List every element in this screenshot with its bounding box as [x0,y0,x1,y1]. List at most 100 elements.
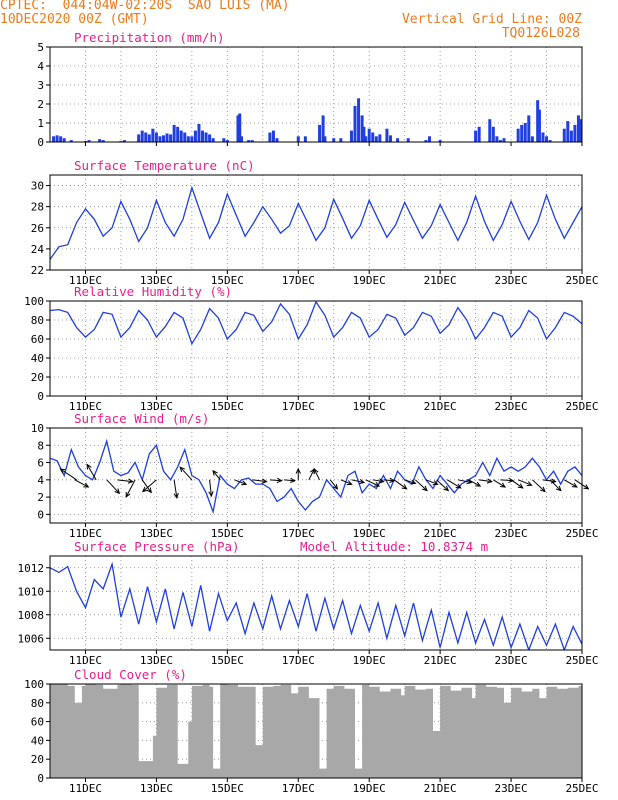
wind-arrow-head [332,483,339,490]
wind-arrow-head [212,469,218,476]
x-tick-label: 15DEC [211,527,244,540]
precip-bar [158,136,162,142]
precip-bar [349,130,353,142]
precip-bar [144,132,148,142]
wind-arrow [141,479,152,493]
precip-bar [491,126,495,142]
y-tick-label: 28 [31,201,44,214]
x-tick-label: 17DEC [282,527,315,540]
precip-bar [154,132,158,142]
precip-panel: 0 1 2 3 4 5 Precipitation (mm/h) [37,30,583,149]
wind-arrow [493,479,506,488]
wind-arrow [479,479,492,483]
x-tick-label: 21DEC [424,274,457,287]
wind-arrow [383,479,395,482]
wind-arrow [468,479,481,487]
wind-arrow [510,479,524,489]
x-tick-label: 19DEC [353,400,386,413]
y-tick-label: 2 [37,98,44,111]
cloud-panel: 0 20 40 60 80 100 11DEC 13DEC 15DEC 17DEC 19DEC 21D… [24,667,598,795]
wind-arrow-head [142,486,148,493]
precip-bar [236,115,240,142]
x-tick-label: 17DEC [282,782,315,795]
precip-bar [201,130,205,142]
precip-bar [545,136,549,142]
pres-subtitle: Model Altitude: 10.8374 m [300,539,488,554]
wind-arrow-head [146,487,152,494]
wind-arrow [117,479,133,483]
precip-bar [208,134,212,142]
wind-arrow [365,479,380,487]
precip-bar [186,136,190,142]
x-tick-label: 13DEC [140,654,173,667]
wind-arrow [60,468,77,481]
precip-bar [296,136,300,142]
wind-arrow-head [422,485,428,492]
wind-arrow [125,479,136,498]
y-tick-label: 20 [31,371,44,384]
model-code: TQ0126L028 [501,26,580,41]
wind-arrow [234,479,247,485]
wind-arrow [252,479,267,483]
precip-bar [165,133,169,142]
grid-line-note: Vertical Grid Line: 00Z [401,12,582,27]
wind-arrow-head [125,491,131,498]
x-tick-label: 23DEC [495,782,528,795]
wind-arrow-head [173,492,179,499]
y-tick-label: 6 [37,457,44,470]
x-tick-label: 17DEC [282,654,315,667]
x-tick-label: 25DEC [565,274,598,287]
wind-arrow [209,479,212,497]
precip-bar [69,140,73,142]
precip-bar [573,124,577,142]
precip-bar [183,132,187,142]
precip-bar [303,136,307,142]
precip-bar [424,140,428,142]
wind-arrow-head [359,479,366,485]
wind-arrow [179,466,193,481]
run-date: 10DEC2020 00Z (GMT) [0,12,149,27]
precip-bar [530,136,534,142]
precip-bar [161,135,165,142]
wind-arrow [74,479,89,488]
precip-bar [378,134,382,142]
wind-arrow [372,479,384,483]
x-tick-label: 21DEC [424,527,457,540]
temp-title: Surface Temperature (nC) [74,158,255,173]
x-tick-label: 23DEC [495,654,528,667]
wind-arrow-head [583,484,590,490]
precip-bar [169,134,173,142]
x-tick-label: 25DEC [565,654,598,667]
y-tick-label: 4 [37,60,44,73]
precip-bar [323,136,327,142]
y-tick-label: 0 [37,772,44,785]
wind-arrow-head [241,480,248,486]
x-tick-label: 25DEC [565,400,598,413]
wind-arrow [308,468,315,481]
y-tick-label: 2 [37,491,44,504]
precip-bar [318,124,322,142]
precip-bar [151,128,155,142]
y-tick-label: 1008 [18,609,45,622]
x-tick-label: 13DEC [140,274,173,287]
station-header: CPTEC: 044:04W-02:20S SAO LUIS (MA) [0,0,290,13]
wind-arrow-head [410,479,417,485]
precip-bar [240,136,244,142]
precip-bar [569,130,573,142]
x-tick-label: 13DEC [140,782,173,795]
wind-arrow-head [374,481,381,487]
y-tick-label: 60 [31,716,44,729]
y-tick-label: 100 [24,678,44,691]
x-tick-label: 21DEC [424,400,457,413]
wind-arrow-head [290,477,297,483]
wind-arrow-head [179,466,186,473]
wind-arrow [549,479,562,491]
wind-arrow-head [127,478,134,484]
x-tick-label: 23DEC [495,274,528,287]
precip-bar [474,130,478,142]
precip-bar [55,135,59,142]
precip-bar [498,140,502,142]
wind-arrow [284,479,295,482]
x-tick-label: 15DEC [211,654,244,667]
